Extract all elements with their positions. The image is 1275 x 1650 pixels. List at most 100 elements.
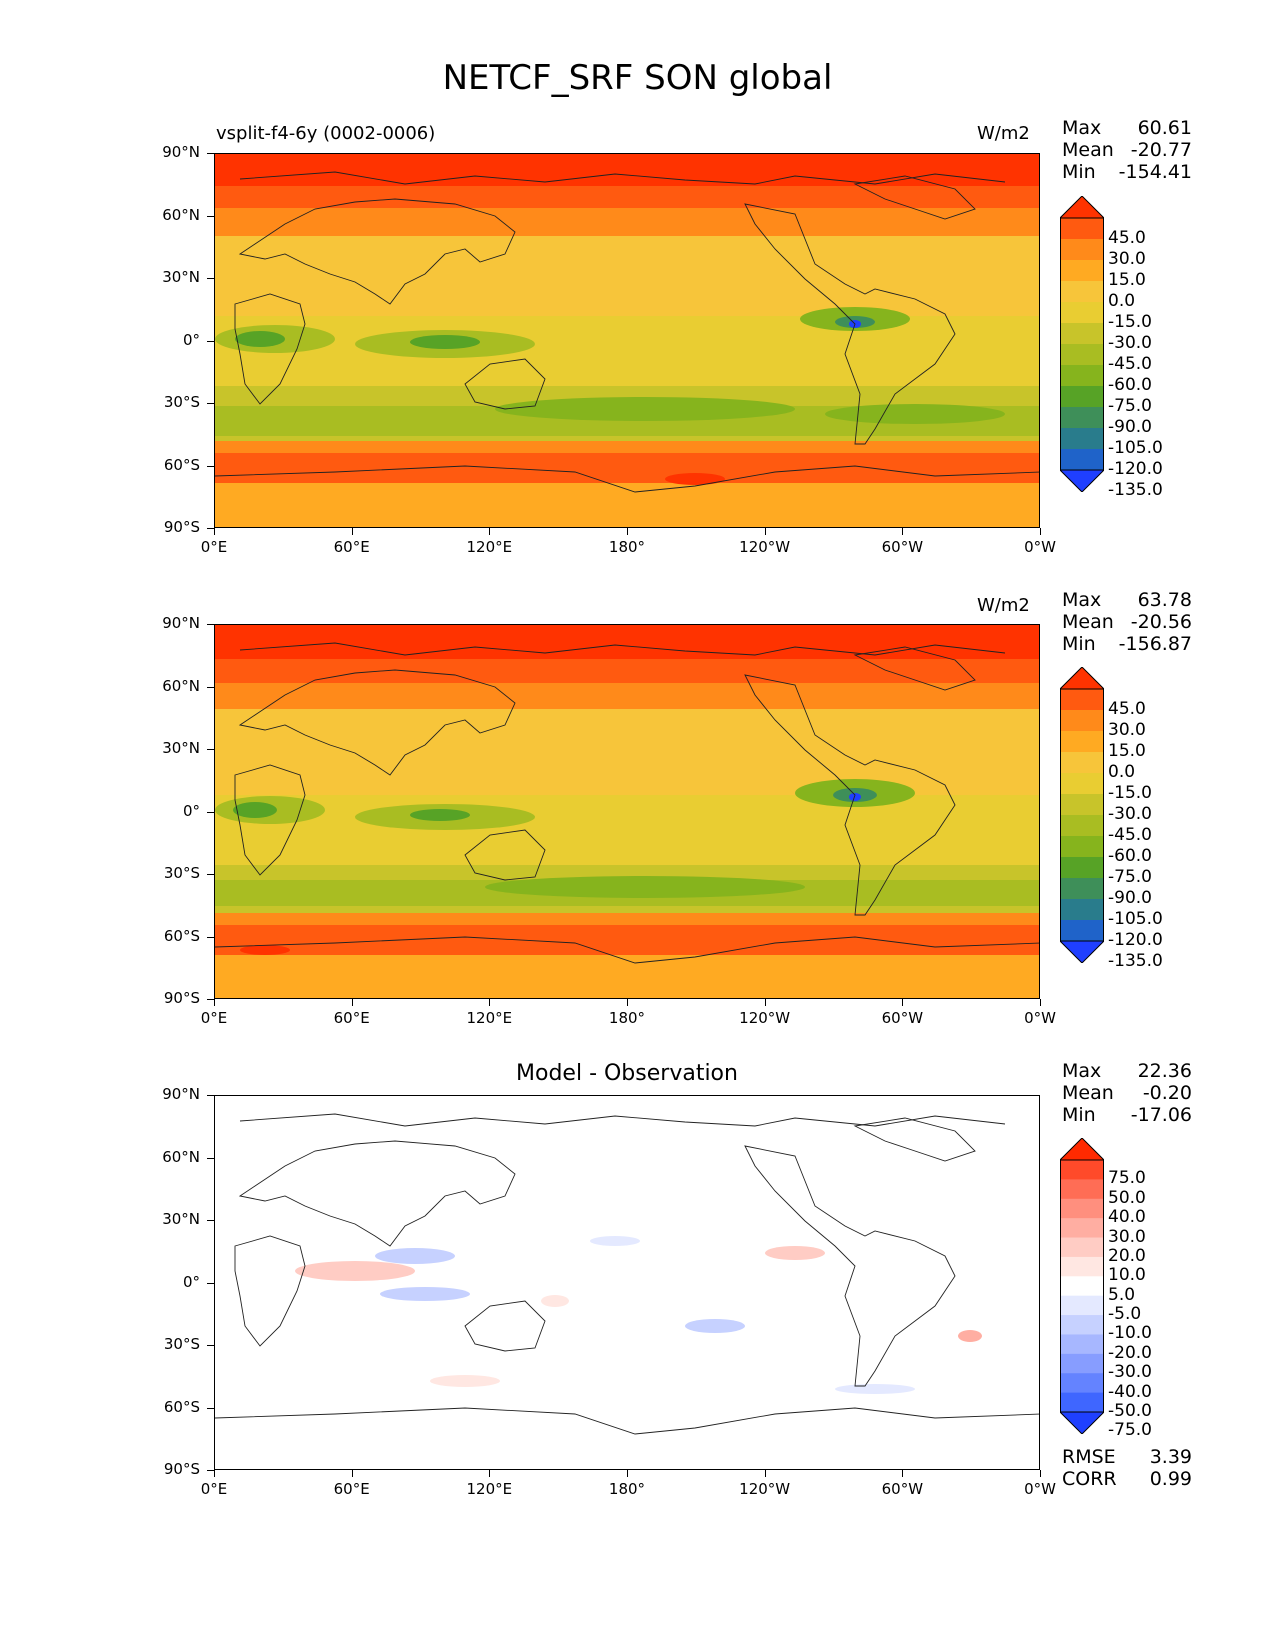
- colorbar-swatch: [1060, 260, 1104, 282]
- lon-tick-label: 60°E: [333, 1009, 370, 1027]
- lon-tick-label: 60°W: [881, 1009, 924, 1027]
- lon-tick-label: 60°E: [333, 1480, 370, 1498]
- panel-3-map: [214, 1095, 1040, 1470]
- lat-tick-mark: [207, 528, 214, 529]
- colorbar-label: -90.0: [1108, 417, 1152, 437]
- lon-tick-mark: [351, 999, 353, 1006]
- colorbar-swatches: [1058, 195, 1106, 493]
- lon-tick-label: 0°E: [200, 1480, 228, 1498]
- colorbar-swatch: [1060, 752, 1104, 774]
- colorbar-label: -15.0: [1108, 783, 1152, 803]
- lat-tick-label: 90°N: [162, 614, 200, 632]
- colorbar-label: 15.0: [1108, 741, 1146, 761]
- colorbar-outline: [1060, 1159, 1104, 1413]
- colorbar-label: -5.0: [1108, 1304, 1142, 1325]
- lon-tick-mark: [902, 528, 904, 535]
- lon-tick-label: 120°E: [466, 1009, 513, 1027]
- lat-tick-mark: [207, 153, 214, 154]
- lon-tick-label: 180°: [608, 1480, 646, 1498]
- colorbar-label: -105.0: [1108, 909, 1163, 929]
- colorbar-swatch: [1060, 1295, 1104, 1316]
- colorbar-label: -135.0: [1108, 480, 1163, 500]
- rmse-value: 3.39: [1149, 1446, 1192, 1468]
- colorbar-swatch: [1060, 302, 1104, 324]
- colorbar-swatch: [1060, 920, 1104, 942]
- panel-2-units: W/m2: [977, 595, 1030, 616]
- stat-label: Mean: [1062, 1082, 1114, 1104]
- colorbar-label: -120.0: [1108, 930, 1163, 950]
- colorbar-label: -120.0: [1108, 459, 1163, 479]
- panel-1-map: [214, 153, 1040, 528]
- colorbar-swatch: [1060, 344, 1104, 366]
- colorbar-label: 0.0: [1108, 291, 1136, 311]
- lat-tick-mark: [207, 624, 214, 625]
- colorbar-label: -15.0: [1108, 312, 1152, 332]
- lon-tick-label: 60°W: [881, 1480, 924, 1498]
- lat-tick-label: 0°: [182, 330, 200, 349]
- lat-tick-label: 90°S: [163, 1460, 200, 1478]
- lat-tick-label: 60°N: [162, 676, 200, 695]
- colorbar-label: -20.0: [1108, 1342, 1152, 1363]
- colorbar-label: -90.0: [1108, 888, 1152, 908]
- lat-tick-mark: [207, 811, 214, 813]
- colorbar-bottom-arrow: [1058, 940, 1106, 964]
- panel-3-error-stats: RMSE 3.39 CORR 0.99: [1062, 1446, 1192, 1490]
- colorbar-swatch: [1060, 1160, 1104, 1180]
- colorbar-swatch: [1060, 857, 1104, 879]
- colorbar-swatch: [1060, 899, 1104, 921]
- lon-tick-label: 0°E: [200, 538, 228, 556]
- colorbar-bottom-arrow: [1058, 1411, 1106, 1435]
- lon-tick-mark: [902, 999, 904, 1006]
- colorbar-swatch: [1060, 878, 1104, 900]
- colorbar-label: -75.0: [1108, 867, 1152, 887]
- colorbar-swatch: [1060, 365, 1104, 387]
- panel-1-colorbar: [1058, 195, 1106, 493]
- lat-tick-mark: [207, 749, 214, 750]
- lat-tick-mark: [207, 686, 214, 688]
- colorbar-swatch: [1060, 1237, 1104, 1258]
- lon-tick-mark: [1040, 528, 1041, 535]
- lat-tick-mark: [207, 1345, 214, 1346]
- colorbar-top-arrow: [1058, 1137, 1106, 1161]
- colorbar-label: -30.0: [1108, 1362, 1152, 1383]
- colorbar-label: -40.0: [1108, 1381, 1152, 1402]
- lon-tick-mark: [902, 1470, 904, 1477]
- lon-tick-label: 120°W: [739, 1480, 791, 1498]
- lon-tick-mark: [489, 528, 491, 535]
- colorbar-label: -45.0: [1108, 354, 1152, 374]
- colorbar-top-arrow: [1058, 195, 1106, 219]
- colorbar-swatch: [1060, 386, 1104, 408]
- lat-tick-mark: [207, 1407, 214, 1409]
- lat-tick-label: 0°: [182, 801, 200, 820]
- panel-1-units: W/m2: [977, 123, 1030, 144]
- lat-tick-mark: [207, 1470, 214, 1471]
- colorbar-outline: [1060, 217, 1104, 471]
- colorbar-swatch: [1060, 836, 1104, 858]
- colorbar-bottom-arrow: [1058, 469, 1106, 493]
- colorbar-swatch: [1060, 1315, 1104, 1335]
- panel-3-field: [215, 1096, 1039, 1469]
- lat-tick-label: 90°S: [163, 518, 200, 536]
- lat-tick-label: 30°N: [162, 1210, 200, 1228]
- lon-tick-mark: [489, 999, 491, 1006]
- colorbar-swatch: [1060, 449, 1104, 471]
- stat-value: -20.77: [1130, 139, 1192, 161]
- lat-tick-label: 30°N: [162, 268, 200, 286]
- lat-tick-label: 90°S: [163, 989, 200, 1007]
- colorbar-swatch: [1060, 218, 1104, 240]
- lat-tick-mark: [207, 999, 214, 1000]
- lat-tick-label: 90°N: [162, 1085, 200, 1103]
- lon-tick-label: 120°E: [466, 1480, 513, 1498]
- lon-tick-label: 60°W: [881, 538, 924, 556]
- lon-tick-mark: [214, 1470, 215, 1477]
- lon-tick-mark: [1040, 999, 1041, 1006]
- lon-tick-mark: [351, 1470, 353, 1477]
- colorbar-label: 45.0: [1108, 699, 1146, 719]
- colorbar-swatch: [1060, 1218, 1104, 1239]
- lat-tick-mark: [207, 340, 214, 342]
- corr-label: CORR: [1062, 1468, 1117, 1490]
- lon-tick-mark: [627, 1470, 628, 1477]
- colorbar-swatch: [1060, 281, 1104, 303]
- lat-tick-mark: [207, 465, 214, 467]
- colorbar-swatch: [1060, 1373, 1104, 1394]
